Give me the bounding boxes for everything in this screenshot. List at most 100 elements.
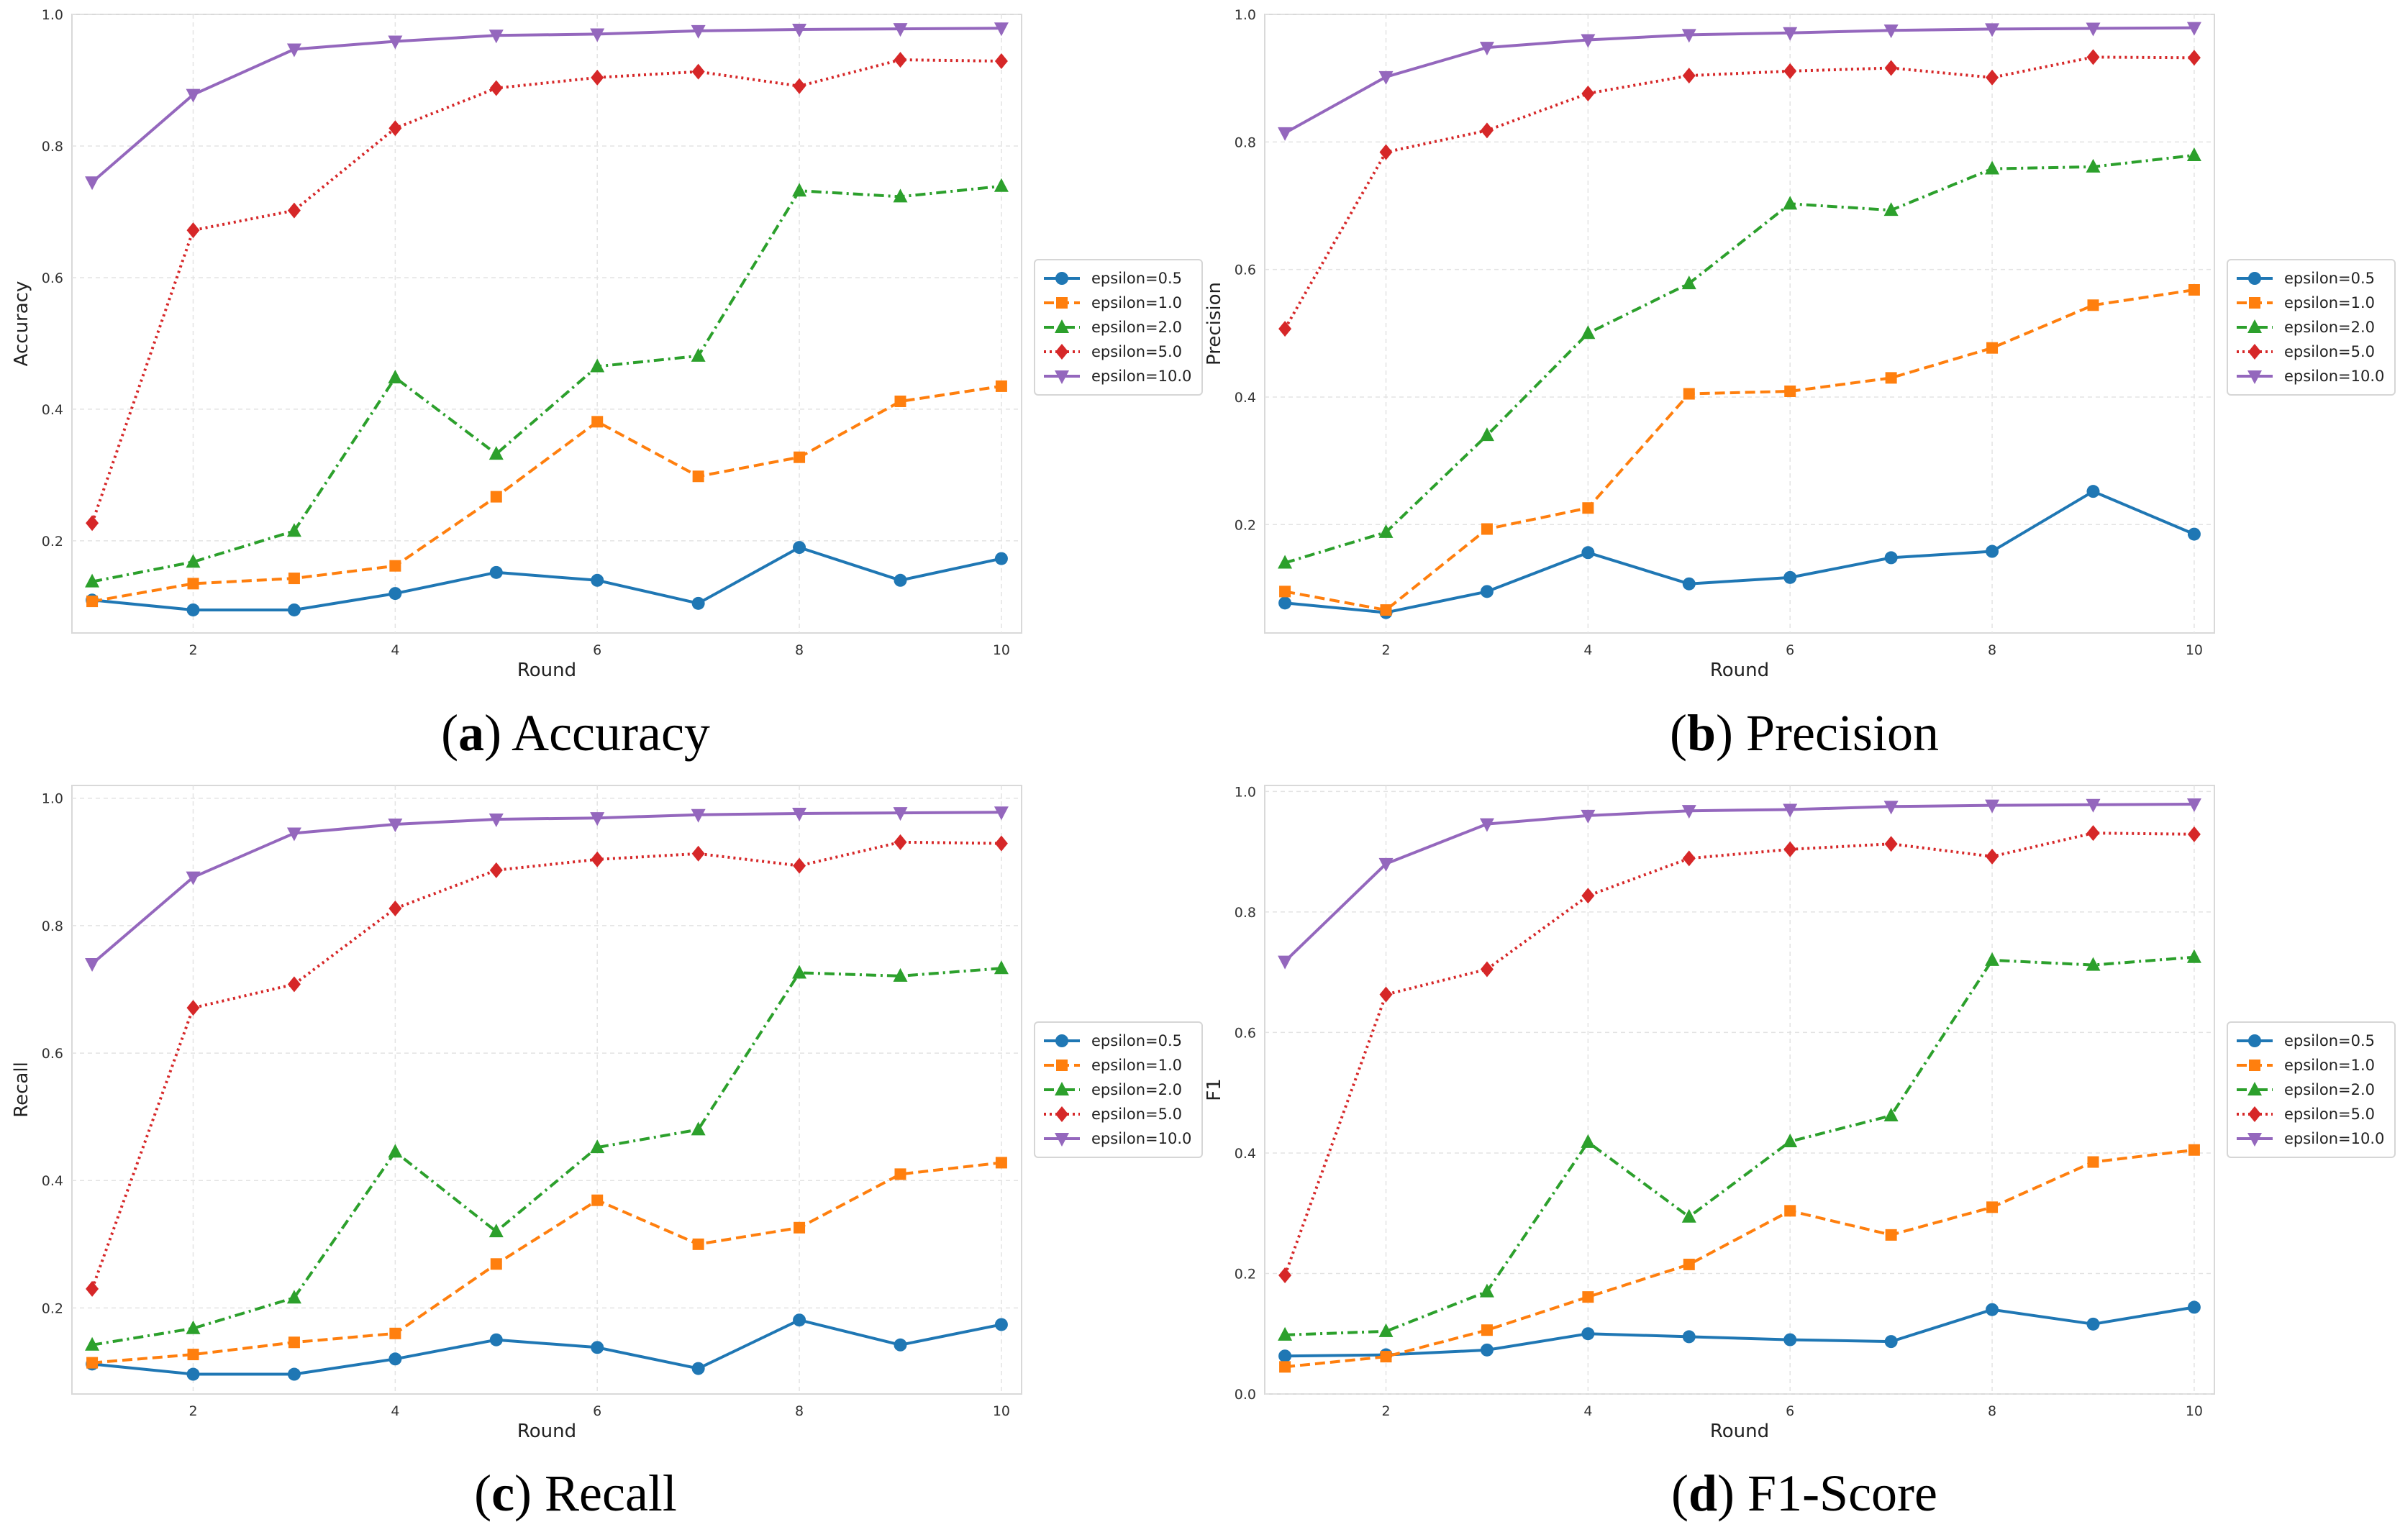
legend-label: epsilon=1.0 bbox=[1091, 294, 1183, 311]
data-point-epsilon-1-0 bbox=[995, 380, 1007, 392]
data-point-epsilon-10-0 bbox=[488, 813, 504, 827]
series-line-epsilon-0-5 bbox=[1284, 490, 2195, 614]
data-point-epsilon-1-0 bbox=[591, 1194, 604, 1206]
data-point-epsilon-2-0 bbox=[1378, 1323, 1394, 1337]
data-point-epsilon-2-0 bbox=[893, 967, 908, 982]
caption-text: Precision bbox=[1746, 704, 1939, 762]
data-point-epsilon-5-0 bbox=[793, 78, 806, 94]
series-line-epsilon-5-0 bbox=[1283, 55, 2194, 330]
x-axis-label: Round bbox=[517, 1421, 576, 1442]
data-point-epsilon-10-0 bbox=[286, 827, 301, 842]
data-point-epsilon-10-0 bbox=[85, 176, 100, 191]
data-point-epsilon-2-0 bbox=[1985, 160, 2000, 175]
legend-item: epsilon=10.0 bbox=[1042, 364, 1191, 388]
data-point-epsilon-0-5 bbox=[1480, 585, 1494, 598]
data-point-epsilon-0-5 bbox=[793, 1313, 806, 1327]
data-point-epsilon-5-0 bbox=[1379, 144, 1393, 160]
data-point-epsilon-10-0 bbox=[590, 812, 605, 826]
accuracy-caption: (a) Accuracy bbox=[441, 704, 710, 762]
legend-item: epsilon=1.0 bbox=[1042, 1053, 1191, 1077]
legend-item: epsilon=2.0 bbox=[2235, 315, 2384, 340]
data-point-epsilon-1-0 bbox=[187, 1349, 199, 1361]
legend-label: epsilon=2.0 bbox=[1091, 1081, 1183, 1098]
data-point-epsilon-2-0 bbox=[1783, 196, 1798, 210]
data-point-epsilon-10-0 bbox=[691, 808, 706, 823]
data-point-epsilon-1-0 bbox=[86, 596, 99, 608]
data-point-epsilon-0-5 bbox=[994, 552, 1008, 565]
x-tick-label: 8 bbox=[795, 642, 804, 658]
data-point-epsilon-10-0 bbox=[1581, 34, 1596, 48]
data-point-epsilon-2-0 bbox=[85, 1336, 100, 1351]
data-point-epsilon-5-0 bbox=[1783, 841, 1797, 857]
f1-panel: 2 4 6 8 10 0.0 0.2 0.4 0.6 0.8 1.0 Round F1 epsilon=… bbox=[1200, 770, 2400, 1540]
data-point-epsilon-10-0 bbox=[691, 24, 706, 39]
y-tick-label: 0.8 bbox=[1235, 135, 1256, 150]
legend-swatch bbox=[1044, 1133, 1080, 1147]
data-point-epsilon-5-0 bbox=[691, 63, 705, 80]
series-line-epsilon-10-0 bbox=[91, 811, 1001, 965]
data-point-epsilon-0-5 bbox=[691, 1362, 705, 1375]
data-point-epsilon-0-5 bbox=[1783, 570, 1797, 584]
series-line-epsilon-1-0 bbox=[1284, 1148, 2195, 1369]
data-point-epsilon-1-0 bbox=[1380, 1351, 1392, 1363]
data-point-epsilon-0-5 bbox=[2086, 1317, 2100, 1331]
data-point-epsilon-5-0 bbox=[2086, 49, 2100, 65]
data-point-epsilon-5-0 bbox=[287, 202, 301, 219]
data-point-epsilon-10-0 bbox=[1985, 23, 2000, 37]
data-point-epsilon-5-0 bbox=[489, 80, 503, 96]
data-point-epsilon-2-0 bbox=[488, 1224, 504, 1238]
f1-chart: 2 4 6 8 10 0.0 0.2 0.4 0.6 0.8 1.0 Round F1 bbox=[1204, 784, 2215, 1442]
x-tick-label: 2 bbox=[1381, 1403, 1390, 1419]
data-point-epsilon-0-5 bbox=[1783, 1333, 1797, 1347]
legend-marker bbox=[2248, 344, 2261, 360]
plot-area bbox=[1264, 14, 2215, 634]
data-point-epsilon-5-0 bbox=[86, 1280, 99, 1297]
legend-marker bbox=[2248, 1034, 2261, 1047]
data-point-epsilon-2-0 bbox=[2086, 158, 2101, 173]
plot-area bbox=[1264, 785, 2215, 1395]
data-point-epsilon-5-0 bbox=[894, 834, 907, 850]
data-point-epsilon-10-0 bbox=[1783, 803, 1798, 818]
legend-label: epsilon=10.0 bbox=[2284, 1130, 2385, 1147]
series-line-epsilon-1-0 bbox=[1284, 288, 2195, 612]
series-line-epsilon-5-0 bbox=[91, 58, 1001, 524]
data-point-epsilon-0-5 bbox=[2187, 1300, 2201, 1314]
data-point-epsilon-5-0 bbox=[994, 53, 1008, 69]
data-point-epsilon-1-0 bbox=[1683, 1258, 1695, 1270]
legend-label: epsilon=0.5 bbox=[1091, 1032, 1183, 1049]
y-tick-label: 0.8 bbox=[42, 919, 63, 934]
data-point-epsilon-0-5 bbox=[1581, 1327, 1595, 1341]
data-point-epsilon-1-0 bbox=[389, 1327, 401, 1339]
legend-swatch bbox=[1044, 272, 1080, 285]
data-point-epsilon-0-5 bbox=[2187, 527, 2201, 541]
legend-label: epsilon=10.0 bbox=[1091, 368, 1192, 385]
data-point-epsilon-2-0 bbox=[1479, 427, 1494, 442]
data-point-epsilon-1-0 bbox=[86, 1357, 99, 1369]
legend-swatch bbox=[2237, 319, 2273, 333]
legend-marker bbox=[1055, 370, 1069, 384]
data-point-epsilon-10-0 bbox=[1278, 955, 1293, 970]
f1-legend: epsilon=0.5 epsilon=1.0 epsilon=2.0 epsilon… bbox=[2227, 1021, 2396, 1158]
data-point-epsilon-2-0 bbox=[388, 1144, 403, 1158]
data-point-epsilon-5-0 bbox=[1682, 68, 1696, 84]
data-point-epsilon-2-0 bbox=[1883, 1108, 1899, 1122]
caption-text: Accuracy bbox=[512, 704, 710, 762]
data-point-epsilon-1-0 bbox=[692, 1238, 704, 1250]
f1-caption: (d) F1-Score bbox=[1671, 1464, 1937, 1522]
data-point-epsilon-5-0 bbox=[1581, 888, 1595, 904]
data-point-epsilon-10-0 bbox=[1479, 42, 1494, 56]
legend-label: epsilon=5.0 bbox=[2284, 1106, 2376, 1123]
legend-marker bbox=[1055, 1034, 1068, 1047]
legend-swatch bbox=[2237, 1133, 2273, 1147]
data-point-epsilon-1-0 bbox=[490, 1258, 502, 1270]
data-point-epsilon-5-0 bbox=[489, 862, 503, 878]
x-tick-label: 10 bbox=[2186, 642, 2203, 658]
y-tick-label: 1.0 bbox=[42, 791, 63, 807]
series-line-epsilon-5-0 bbox=[1283, 831, 2194, 1276]
legend-item: epsilon=1.0 bbox=[2235, 291, 2384, 315]
data-point-epsilon-2-0 bbox=[2186, 147, 2201, 161]
data-point-epsilon-1-0 bbox=[995, 1157, 1007, 1169]
x-tick-label: 6 bbox=[1786, 1403, 1794, 1419]
y-tick-label: 0.2 bbox=[42, 1300, 63, 1316]
legend-item: epsilon=1.0 bbox=[2235, 1053, 2384, 1077]
